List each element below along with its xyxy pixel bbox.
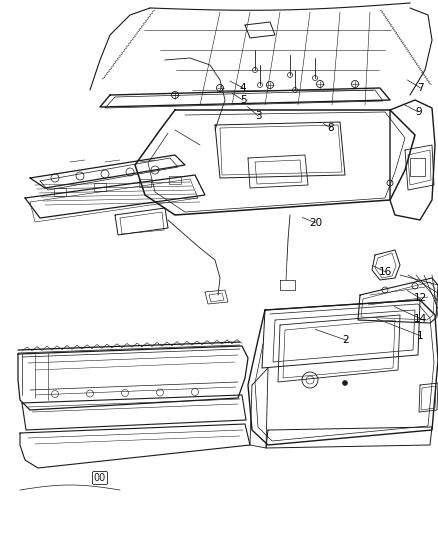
Text: 4: 4: [240, 83, 247, 93]
Text: 8: 8: [327, 123, 334, 133]
Text: 16: 16: [379, 267, 392, 277]
Bar: [410, 158, 425, 176]
Text: 5: 5: [240, 95, 247, 105]
Text: 7: 7: [417, 83, 424, 93]
Text: 00: 00: [94, 473, 106, 483]
Text: 14: 14: [414, 314, 427, 324]
Text: 1: 1: [417, 331, 424, 341]
Text: 12: 12: [414, 294, 427, 303]
Text: 2: 2: [343, 335, 350, 345]
Text: 20: 20: [309, 218, 322, 228]
Text: 9: 9: [415, 107, 422, 117]
Circle shape: [343, 381, 347, 385]
Text: 3: 3: [255, 111, 262, 121]
